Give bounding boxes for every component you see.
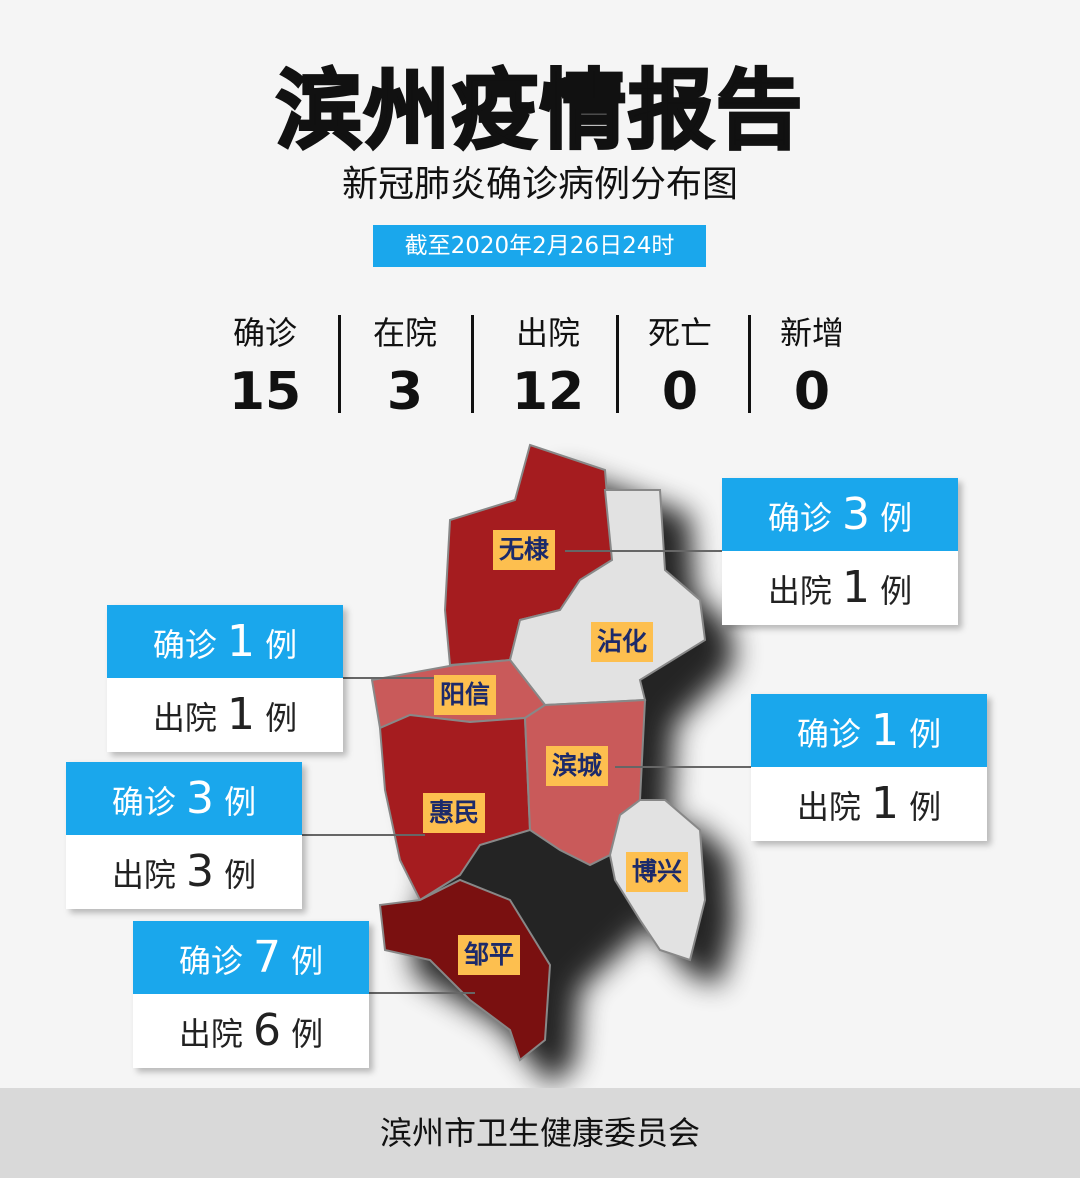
discharged-count: 1	[871, 778, 899, 829]
confirmed-label: 确诊	[796, 715, 861, 753]
discharged-count: 3	[186, 846, 214, 897]
discharged-label: 出院	[111, 856, 176, 894]
discharged-label: 出院	[178, 1015, 243, 1053]
stat-discharged: 出院 12	[483, 308, 613, 422]
unit: 例	[909, 788, 942, 826]
stat-label: 新增	[779, 314, 844, 352]
unit: 例	[880, 572, 913, 610]
label-zouping: 邹平	[458, 935, 521, 975]
label-bincheng: 滨城	[546, 746, 609, 786]
divider	[616, 315, 619, 413]
unit: 例	[909, 715, 942, 753]
callout-zouping: 确诊 7 例 出院 6 例	[133, 921, 369, 1068]
confirmed-count: 3	[842, 489, 870, 540]
unit: 例	[291, 942, 324, 980]
stat-label: 死亡	[647, 314, 712, 352]
confirmed-count: 1	[871, 705, 899, 756]
stat-value: 0	[793, 362, 831, 422]
stat-value: 0	[661, 362, 699, 422]
callout-bincheng: 确诊 1 例 出院 1 例	[751, 694, 987, 841]
label-huimin: 惠民	[423, 793, 486, 833]
divider	[748, 315, 751, 413]
divider	[471, 315, 474, 413]
discharged-count: 1	[842, 562, 870, 613]
unit: 例	[224, 783, 257, 821]
callout-huimin: 确诊 3 例 出院 3 例	[66, 762, 302, 909]
confirmed-label: 确诊	[767, 499, 832, 537]
label-zhanhua: 沾化	[591, 622, 654, 662]
unit: 例	[265, 626, 298, 664]
discharged-label: 出院	[152, 699, 217, 737]
discharged-count: 1	[227, 689, 255, 740]
callout-yangxin: 确诊 1 例 出院 1 例	[107, 605, 343, 752]
leader-lines	[302, 550, 751, 994]
stat-value: 12	[511, 362, 585, 422]
stat-label: 确诊	[232, 314, 297, 352]
footer-source: 滨州市卫生健康委员会	[0, 1088, 1080, 1178]
page-subtitle: 新冠肺炎确诊病例分布图	[341, 164, 738, 205]
confirmed-count: 7	[253, 932, 281, 983]
unit: 例	[265, 699, 298, 737]
stat-value: 15	[228, 362, 302, 422]
unit: 例	[224, 856, 257, 894]
discharged-label: 出院	[796, 788, 861, 826]
confirmed-count: 3	[186, 773, 214, 824]
stat-label: 出院	[515, 314, 580, 352]
callout-wudi: 确诊 3 例 出院 1 例	[722, 478, 958, 625]
stat-in-hospital: 在院 3	[340, 308, 470, 422]
stat-confirmed: 确诊 15	[200, 308, 330, 422]
unit: 例	[291, 1015, 324, 1053]
label-boxing: 博兴	[626, 852, 689, 892]
stat-value: 3	[386, 362, 424, 422]
discharged-count: 6	[253, 1005, 281, 1056]
divider	[338, 315, 341, 413]
label-yangxin: 阳信	[434, 675, 497, 715]
stat-new: 新增 0	[747, 308, 877, 422]
stat-label: 在院	[372, 314, 437, 352]
confirmed-label: 确诊	[178, 942, 243, 980]
label-wudi: 无棣	[493, 530, 556, 570]
page-title: 滨州疫情报告	[275, 60, 804, 163]
stat-deaths: 死亡 0	[615, 308, 745, 422]
unit: 例	[880, 499, 913, 537]
date-badge: 截至2020年2月26日24时	[373, 225, 706, 267]
confirmed-label: 确诊	[111, 783, 176, 821]
confirmed-count: 1	[227, 616, 255, 667]
discharged-label: 出院	[767, 572, 832, 610]
confirmed-label: 确诊	[152, 626, 217, 664]
